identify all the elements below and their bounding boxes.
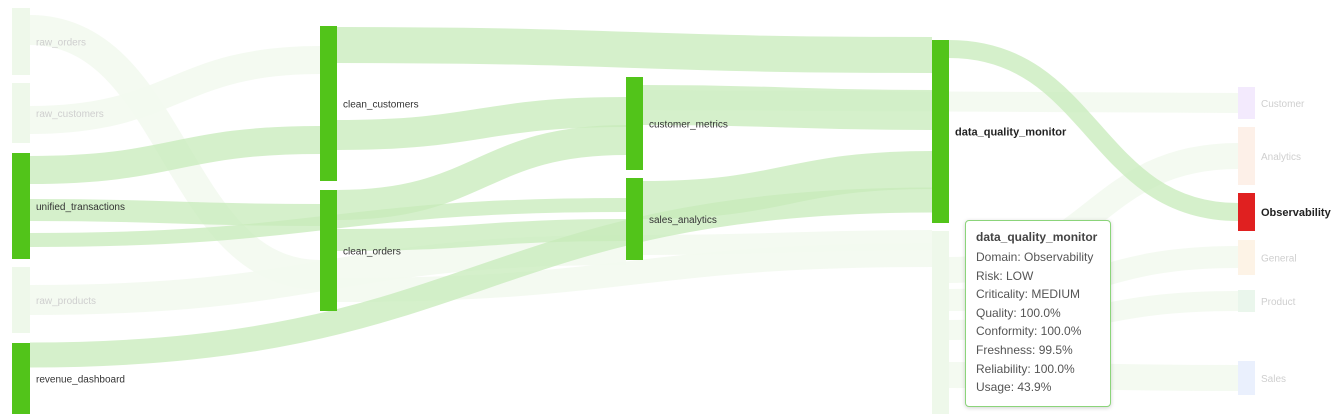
node-label-data_quality_monitor: data_quality_monitor (955, 127, 1067, 139)
node-label-General: General (1261, 254, 1297, 265)
tooltip-conformity: Conformity: 100.0% (976, 324, 1082, 339)
node-label-clean_orders: clean_orders (343, 247, 401, 258)
tooltip-risk: Risk: LOW (976, 268, 1034, 283)
link-clean_orders-to-sales_analytics[interactable] (336, 219, 627, 251)
tooltip-quality: Quality: 100.0% (976, 305, 1061, 320)
node-data_quality_monitor[interactable] (932, 40, 949, 223)
node-customer_metrics[interactable] (626, 77, 643, 170)
node-unified_transactions[interactable] (12, 153, 30, 259)
node-label-unified_transactions: unified_transactions (36, 202, 125, 213)
node-sales_analytics[interactable] (626, 178, 643, 260)
node-Product[interactable] (1238, 290, 1255, 312)
node-label-clean_customers: clean_customers (343, 100, 419, 111)
node-label-Observability: Observability (1261, 207, 1332, 219)
node-Sales[interactable] (1238, 361, 1255, 395)
link-unified_transactions-to-clean_customers[interactable] (29, 126, 321, 184)
node-label-Customer: Customer (1261, 99, 1305, 110)
node-Analytics[interactable] (1238, 127, 1255, 185)
node-tooltip: data_quality_monitor Domain: Observabili… (965, 220, 1111, 407)
node-label-Analytics: Analytics (1261, 152, 1301, 163)
node-raw_customers[interactable] (12, 83, 30, 143)
link-raw_customers-to-clean_customers[interactable] (29, 46, 321, 134)
node-label-raw_products: raw_products (36, 296, 96, 307)
node-General[interactable] (1238, 240, 1255, 275)
node-hidden_node[interactable] (932, 231, 949, 414)
node-label-raw_customers: raw_customers (36, 109, 104, 120)
tooltip-reliability: Reliability: 100.0% (976, 361, 1075, 376)
link-customer_metrics-to-data_quality_monitor[interactable] (642, 85, 933, 130)
nodes-layer (12, 8, 1255, 414)
link-data_quality_monitor-to-Observability[interactable] (948, 40, 1239, 221)
tooltip-title: data_quality_monitor (976, 230, 1098, 244)
node-clean_orders[interactable] (320, 190, 337, 311)
node-revenue_dashboard[interactable] (12, 343, 30, 414)
node-Observability[interactable] (1238, 193, 1255, 231)
node-clean_customers[interactable] (320, 26, 337, 181)
node-label-revenue_dashboard: revenue_dashboard (36, 375, 125, 386)
labels-layer: raw_orders raw_customers unified_transacti… (36, 38, 1332, 386)
link-revenue_dashboard-to-data_quality_monitor[interactable] (29, 187, 933, 368)
node-raw_orders[interactable] (12, 8, 30, 75)
link-clean_orders-to-customer_metrics[interactable] (336, 125, 627, 220)
link-unified_transactions-to-clean_orders[interactable] (29, 199, 321, 226)
link-sales_analytics-to-data_quality_monitor[interactable] (642, 151, 933, 219)
tooltip-freshness: Freshness: 99.5% (976, 342, 1073, 357)
tooltip-usage: Usage: 43.9% (976, 380, 1052, 395)
node-label-sales_analytics: sales_analytics (649, 215, 717, 226)
link-sales_analytics-to-hidden_node[interactable] (642, 230, 933, 255)
node-label-Product: Product (1261, 297, 1296, 308)
link-clean_customers-to-data_quality_monitor[interactable] (336, 27, 933, 73)
tooltip-domain: Domain: Observability (976, 250, 1094, 264)
link-clean_customers-to-customer_metrics[interactable] (336, 97, 627, 150)
node-label-raw_orders: raw_orders (36, 38, 86, 49)
node-raw_products[interactable] (12, 267, 30, 333)
node-Customer[interactable] (1238, 87, 1255, 119)
tooltip-criticality: Criticality: MEDIUM (976, 287, 1080, 302)
node-label-customer_metrics: customer_metrics (649, 120, 728, 131)
node-label-Sales: Sales (1261, 374, 1286, 385)
